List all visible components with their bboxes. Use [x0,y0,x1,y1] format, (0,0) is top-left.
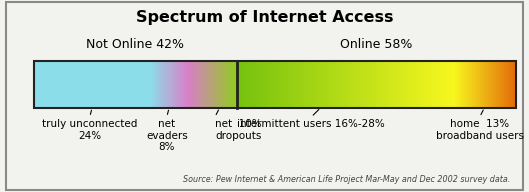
Text: Source: Pew Internet & American Life Project Mar-May and Dec 2002 survey data.: Source: Pew Internet & American Life Pro… [183,175,510,184]
Text: truly unconnected
24%: truly unconnected 24% [42,119,138,141]
Bar [34,61,516,108]
FancyBboxPatch shape [6,2,523,190]
Text: intermittent users 16%-28%: intermittent users 16%-28% [238,119,385,129]
Text: Spectrum of Internet Access: Spectrum of Internet Access [136,10,393,25]
Text: net  10%
dropouts: net 10% dropouts [215,119,261,141]
Text: Not Online 42%: Not Online 42% [86,38,185,51]
Text: home  13%
broadband users: home 13% broadband users [436,119,524,141]
Text: Online 58%: Online 58% [340,38,413,51]
Text: net
evaders
8%: net evaders 8% [146,119,188,152]
